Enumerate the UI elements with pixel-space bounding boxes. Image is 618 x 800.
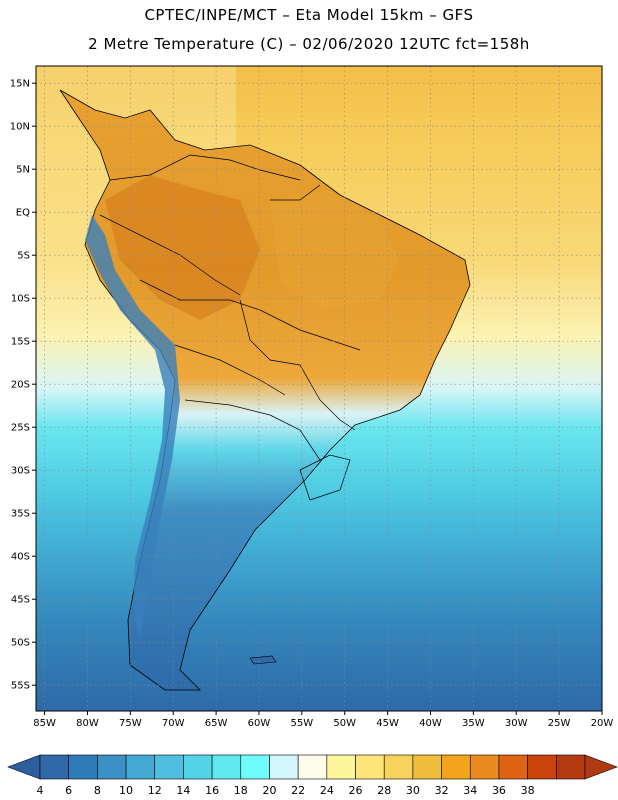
map-frame: [35, 65, 603, 712]
lon-tick-label: 85W: [33, 718, 56, 729]
colorbar-label: 32: [435, 784, 449, 797]
colorbar-label: 34: [463, 784, 477, 797]
colorbar-label: 28: [377, 784, 391, 797]
colorbar: [7, 754, 618, 780]
lon-tick-label: 45W: [376, 718, 399, 729]
colorbar-label: 18: [234, 784, 248, 797]
lat-tick-label: 25S: [11, 423, 30, 434]
lon-tick-label: 70W: [162, 718, 185, 729]
colorbar-swatch: [469, 754, 500, 780]
colorbar-label: 30: [406, 784, 420, 797]
lat-tick-label: 40S: [11, 552, 30, 563]
lon-tick-label: 55W: [291, 718, 314, 729]
colorbar-label: 8: [94, 784, 101, 797]
colorbar-swatch: [68, 754, 98, 780]
lat-tick-label: EQ: [16, 208, 30, 219]
colorbar-swatch: [441, 754, 471, 780]
lon-tick-label: 20W: [591, 718, 614, 729]
lon-tick-label: 65W: [205, 718, 228, 729]
lon-tick-label: 35W: [462, 718, 485, 729]
colorbar-label: 24: [320, 784, 334, 797]
lat-tick-label: 20S: [11, 380, 30, 391]
lat-tick-label: 15N: [10, 79, 30, 90]
lat-tick-label: 55S: [11, 681, 30, 692]
lon-tick-label: 40W: [419, 718, 442, 729]
colorbar-label: 20: [262, 784, 276, 797]
lat-tick-label: 10N: [10, 122, 30, 133]
colorbar-label: 22: [291, 784, 305, 797]
lat-tick-label: 5S: [17, 251, 30, 262]
colorbar-labels: 4 6 8 10 12 14 16 18 20 22 24 26 28 30 32 34 36 38: [37, 784, 535, 797]
colorbar-swatch: [211, 754, 242, 780]
lat-tick-label: 50S: [11, 638, 30, 649]
colorbar-swatch: [125, 754, 156, 780]
colorbar-swatch: [97, 754, 127, 780]
lat-tick-label: 45S: [11, 595, 30, 606]
colorbar-swatch: [183, 754, 213, 780]
lon-tick-label: 25W: [548, 718, 571, 729]
colorbar-label: 10: [119, 784, 133, 797]
colorbar-tip-low: [7, 754, 41, 780]
lon-tick-label: 50W: [333, 718, 356, 729]
colorbar-swatch: [383, 754, 414, 780]
longitude-ticks: 85W 80W 75W 70W 65W 60W 55W 50W 45W 40W 35W 30W 25W 2…: [33, 711, 613, 729]
colorbar-swatch: [240, 754, 270, 780]
lat-tick-label: 5N: [16, 165, 30, 176]
colorbar-label: 36: [492, 784, 506, 797]
lon-tick-label: 75W: [119, 718, 142, 729]
colorbar-label: 38: [521, 784, 535, 797]
colorbar-label: 4: [37, 784, 44, 797]
colorbar-swatch: [326, 754, 356, 780]
lat-tick-label: 30S: [11, 466, 30, 477]
colorbar-label: 16: [205, 784, 219, 797]
lon-tick-label: 30W: [505, 718, 528, 729]
colorbar-swatch: [297, 754, 328, 780]
latitude-ticks: 15N 10N 5N EQ 5S 10S 15S 20S 25S 30S 35S 40S 45S 50S 5…: [10, 79, 36, 692]
colorbar-swatch: [498, 754, 528, 780]
lon-tick-label: 80W: [76, 718, 99, 729]
colorbar-swatch: [154, 754, 184, 780]
colorbar-swatch: [556, 754, 586, 780]
lat-tick-label: 15S: [11, 337, 30, 348]
colorbar-swatch: [355, 754, 385, 780]
colorbar-label: 26: [349, 784, 363, 797]
lat-tick-label: 35S: [11, 509, 30, 520]
colorbar-label: 12: [148, 784, 162, 797]
colorbar-swatch: [39, 754, 69, 780]
colorbar-swatch: [412, 754, 442, 780]
colorbar-swatch: [269, 754, 299, 780]
colorbar-swatch: [527, 754, 557, 780]
chart-title-line2: 2 Metre Temperature (C) – 02/06/2020 12U…: [88, 35, 530, 53]
colorbar-label: 14: [176, 784, 190, 797]
lon-tick-label: 60W: [248, 718, 271, 729]
colorbar-label: 6: [65, 784, 72, 797]
colorbar-tip-high: [584, 754, 618, 780]
chart-title-line1: CPTEC/INPE/MCT – Eta Model 15km – GFS: [144, 6, 474, 24]
lat-tick-label: 10S: [11, 294, 30, 305]
